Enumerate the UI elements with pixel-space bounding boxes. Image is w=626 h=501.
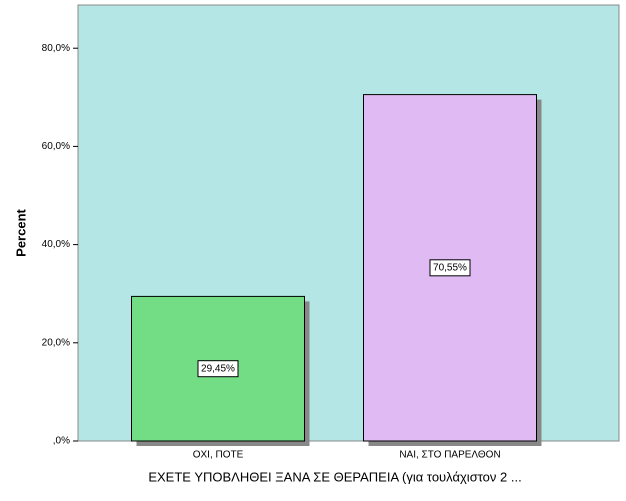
value-label-box [197,360,239,378]
value-label: 70,55% [433,262,467,273]
value-label-box [429,259,471,277]
value-label: 29,45% [201,363,235,374]
y-axis-label: Percent [13,208,28,256]
y-tick-label: ,0% [53,436,70,447]
x-tick-label: ΟΧΙ, ΠΟΤΕ [193,450,244,461]
y-tick-label: 20,0% [42,337,70,348]
x-tick-label: ΝΑΙ, ΣΤΟ ΠΑΡΕΛΘΟΝ [399,450,500,461]
y-tick-label: 60,0% [42,141,70,152]
x-axis-label: ΕΧΕΤΕ ΥΠΟΒΛΗΘΕΙ ΞΑΝΑ ΣΕ ΘΕΡΑΠΕΙΑ (για το… [148,469,521,484]
y-tick-label: 80,0% [42,43,70,54]
y-tick-label: 40,0% [42,239,70,250]
